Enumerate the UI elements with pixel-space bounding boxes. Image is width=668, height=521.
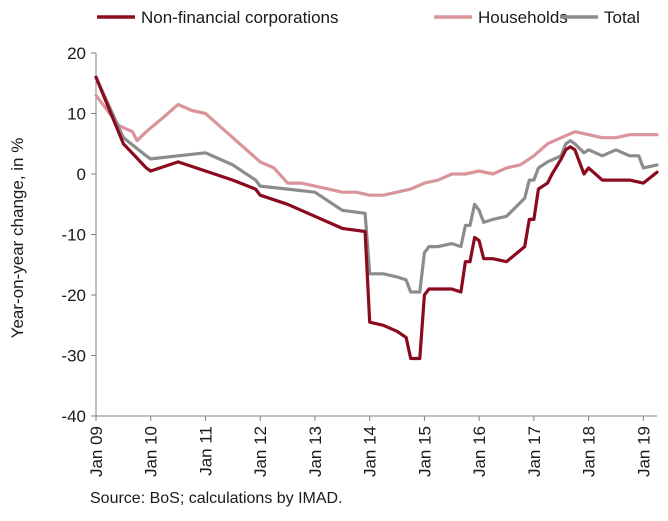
y-tick-label: -40 — [61, 407, 86, 426]
y-tick-label: 10 — [67, 105, 86, 124]
y-tick-label: -10 — [61, 226, 86, 245]
y-tick-label: -30 — [61, 347, 86, 366]
series-line-total — [94, 75, 659, 294]
y-axis: 20 10 0 -10 -20 -30 -40 — [61, 44, 97, 426]
y-tick-label: 20 — [67, 44, 86, 63]
series-layer — [94, 75, 659, 361]
legend-label: Households — [478, 8, 568, 27]
x-tick-label: Jan 13 — [306, 426, 325, 477]
series-line-non-financial-corporations — [94, 75, 659, 361]
x-tick-label: Jan 14 — [361, 426, 380, 477]
x-tick-label: Jan 12 — [251, 426, 270, 477]
x-tick-label: Jan 15 — [415, 426, 434, 477]
x-tick-label: Jan 18 — [580, 426, 599, 477]
x-tick-label: Jan 10 — [142, 426, 161, 477]
x-axis: Jan 09 Jan 10 Jan 11 Jan 12 Jan 13 Jan 14 Jan … — [87, 415, 657, 477]
y-tick-label: -20 — [61, 286, 86, 305]
legend: Non-financial corporations Households Tota… — [97, 8, 640, 27]
x-tick-label: Jan 17 — [525, 426, 544, 477]
x-tick-label: Jan 11 — [196, 426, 215, 476]
legend-label: Total — [604, 8, 640, 27]
x-tick-label: Jan 09 — [87, 426, 106, 477]
source-note: Source: BoS; calculations by IMAD. — [90, 490, 343, 507]
legend-label: Non-financial corporations — [141, 8, 339, 27]
y-tick-label: 0 — [77, 165, 86, 184]
x-tick-label: Jan 16 — [470, 426, 489, 477]
y-axis-title: Year-on-year change, in % — [8, 138, 27, 339]
series-line-households — [94, 93, 659, 197]
x-tick-label: Jan 19 — [634, 426, 653, 477]
